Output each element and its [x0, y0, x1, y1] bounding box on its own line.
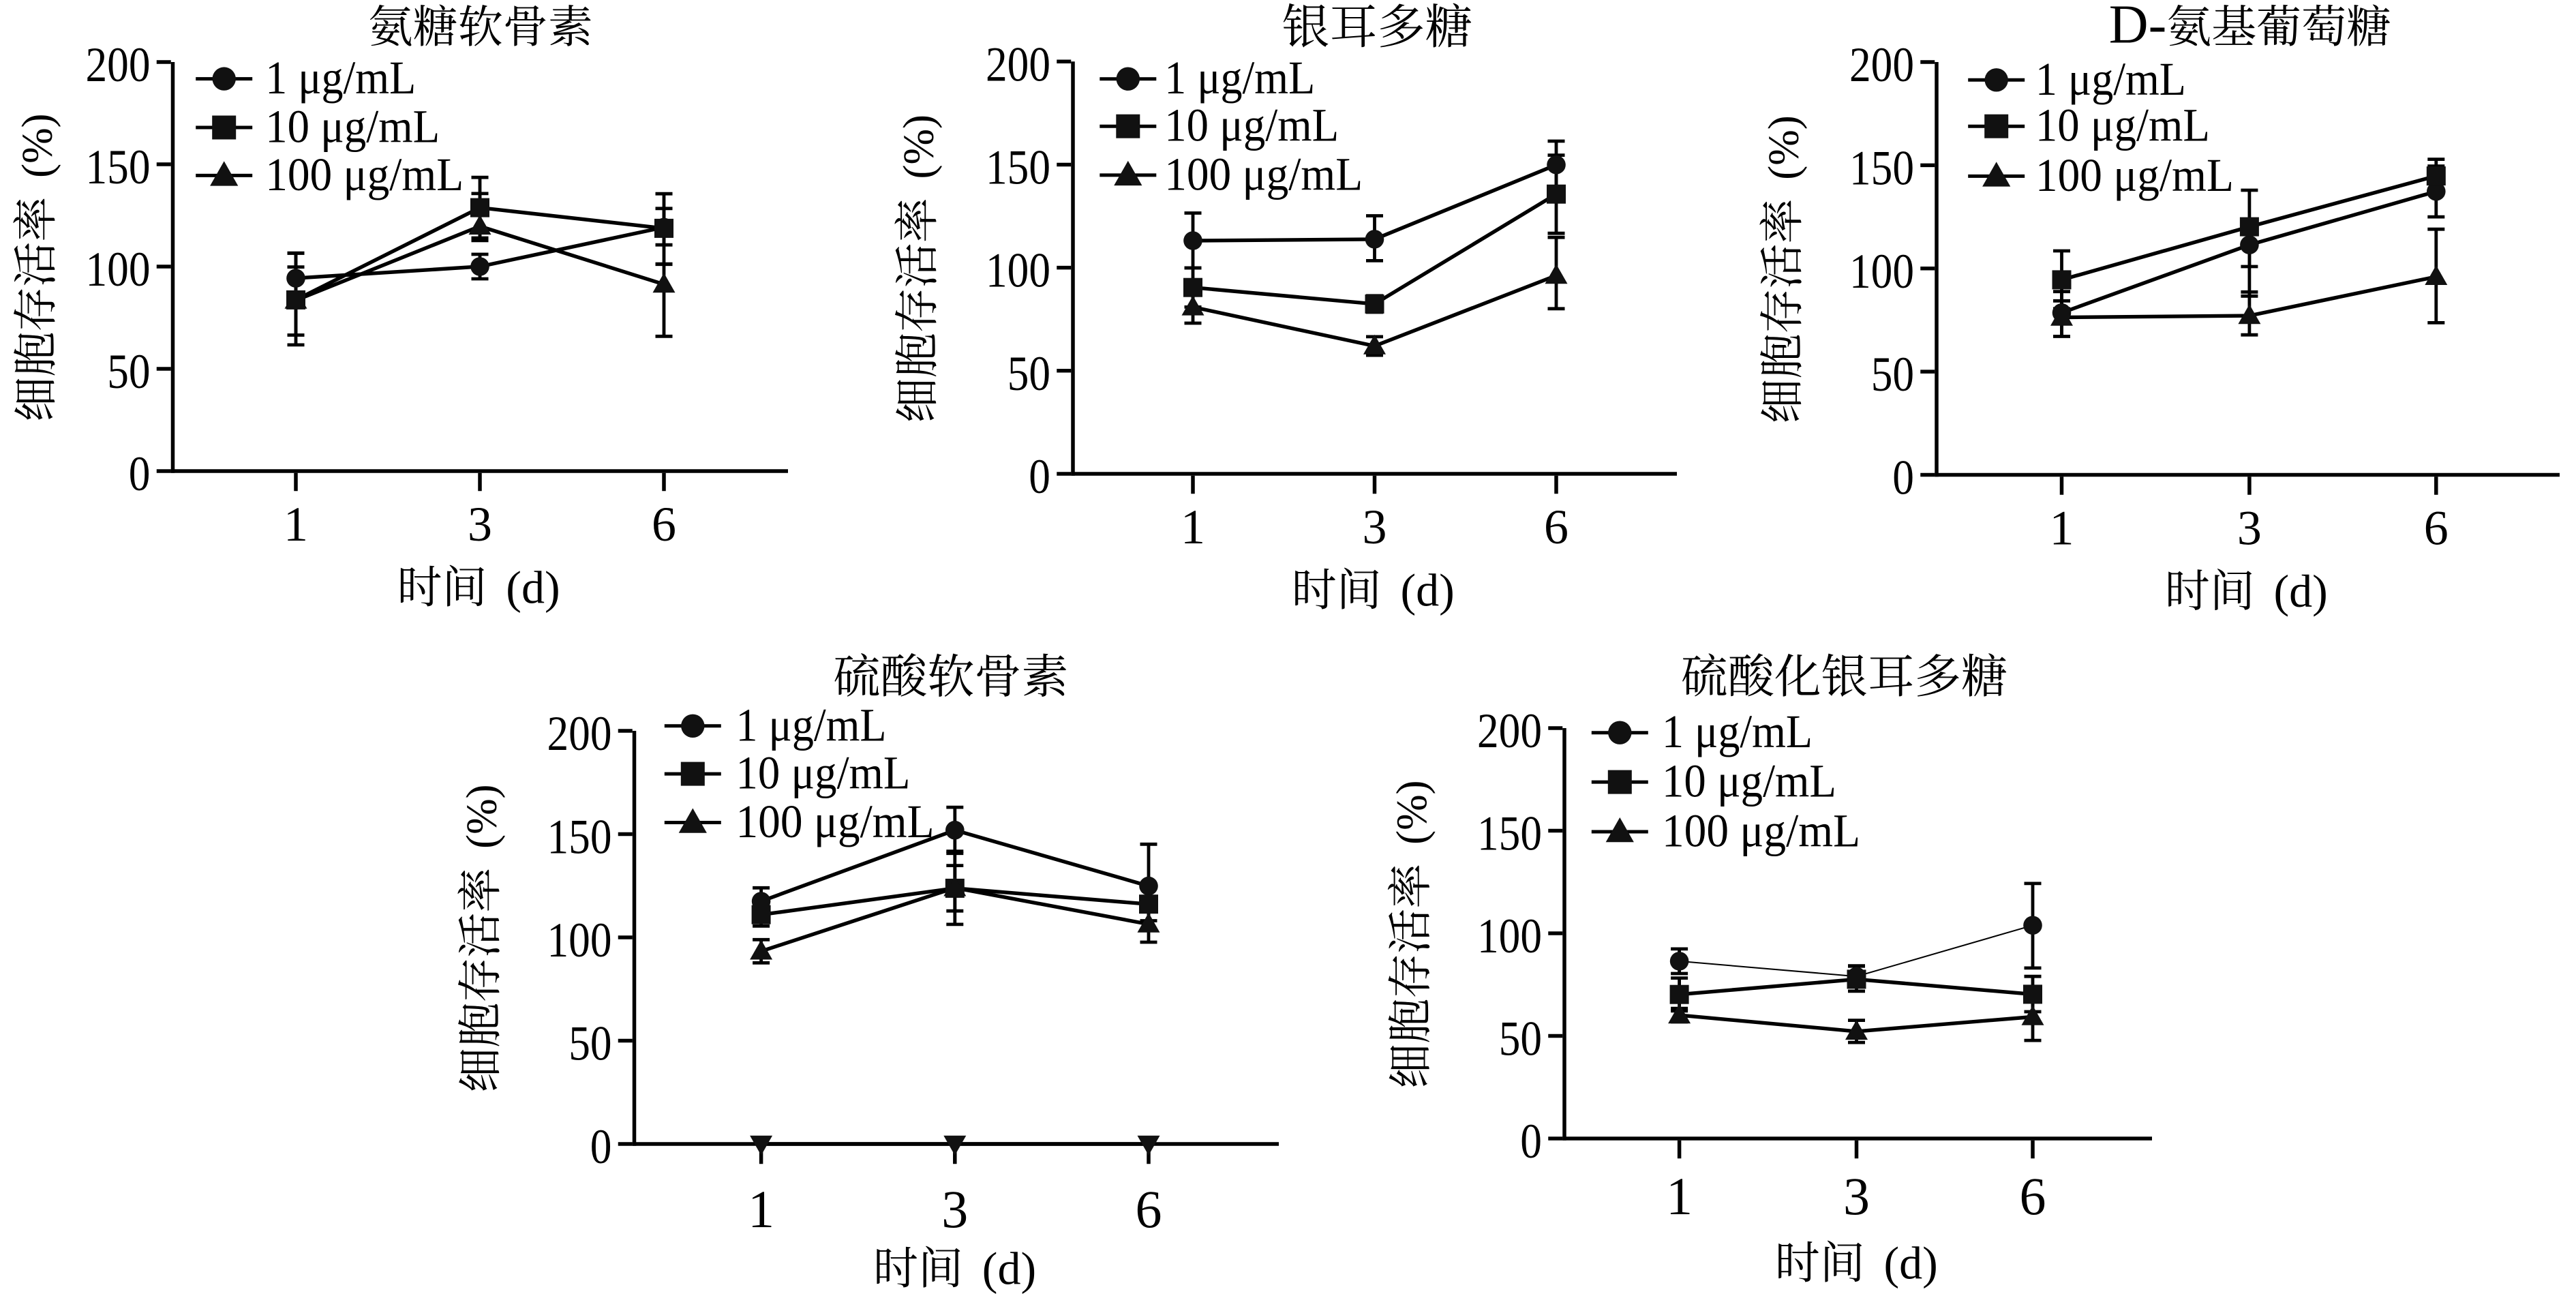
svg-text:200: 200 — [547, 706, 612, 761]
svg-text:10 μg/mL: 10 μg/mL — [2035, 100, 2210, 151]
svg-text:100: 100 — [1477, 909, 1542, 963]
svg-text:(%): (%) — [894, 115, 942, 179]
svg-text:200: 200 — [986, 37, 1050, 91]
svg-text:6: 6 — [652, 497, 676, 552]
svg-text:100 μg/mL: 100 μg/mL — [1164, 148, 1363, 200]
svg-text:0: 0 — [129, 447, 151, 501]
svg-text:3: 3 — [2237, 501, 2262, 556]
svg-text:10 μg/mL: 10 μg/mL — [736, 747, 911, 799]
svg-text:(d): (d) — [1884, 1237, 1938, 1289]
svg-text:200: 200 — [1477, 704, 1542, 758]
svg-text:D-: D- — [2109, 0, 2166, 55]
svg-text:150: 150 — [1477, 807, 1542, 861]
svg-text:100: 100 — [986, 243, 1050, 298]
svg-text:100 μg/mL: 100 μg/mL — [1662, 805, 1860, 857]
svg-text:1: 1 — [2050, 501, 2074, 556]
svg-text:3: 3 — [1843, 1166, 1870, 1226]
svg-text:1: 1 — [1181, 500, 1205, 554]
svg-text:(d): (d) — [982, 1242, 1036, 1294]
svg-text:1: 1 — [284, 497, 308, 552]
svg-text:3: 3 — [1363, 500, 1387, 554]
svg-text:100: 100 — [86, 242, 151, 297]
svg-text:6: 6 — [1544, 500, 1569, 554]
svg-text:(d): (d) — [1401, 564, 1455, 616]
svg-text:0: 0 — [1029, 449, 1050, 504]
svg-text:(d): (d) — [506, 561, 560, 613]
svg-text:(%): (%) — [457, 784, 505, 848]
svg-text:100 μg/mL: 100 μg/mL — [265, 149, 464, 200]
svg-text:100 μg/mL: 100 μg/mL — [736, 796, 935, 847]
svg-text:1 μg/mL: 1 μg/mL — [1662, 706, 1813, 757]
svg-text:150: 150 — [86, 140, 151, 194]
svg-text:150: 150 — [547, 810, 612, 864]
svg-text:(%): (%) — [1388, 780, 1436, 844]
svg-text:150: 150 — [1849, 140, 1914, 195]
svg-text:1 μg/mL: 1 μg/mL — [2035, 53, 2186, 105]
svg-text:50: 50 — [569, 1016, 611, 1071]
svg-text:0: 0 — [1520, 1114, 1542, 1169]
svg-text:(%): (%) — [1759, 115, 1807, 179]
svg-text:50: 50 — [107, 344, 150, 399]
svg-text:150: 150 — [986, 140, 1050, 195]
svg-text:50: 50 — [1499, 1012, 1542, 1066]
svg-text:3: 3 — [941, 1179, 968, 1239]
svg-text:(%): (%) — [13, 113, 61, 177]
svg-text:6: 6 — [2424, 501, 2449, 556]
svg-text:10 μg/mL: 10 μg/mL — [265, 101, 440, 153]
svg-text:6: 6 — [1136, 1179, 1162, 1239]
svg-text:200: 200 — [86, 37, 151, 92]
svg-text:6: 6 — [2020, 1166, 2046, 1226]
svg-text:1: 1 — [748, 1179, 774, 1239]
svg-text:50: 50 — [1871, 347, 1914, 402]
svg-text:100: 100 — [547, 913, 612, 967]
svg-text:1: 1 — [1666, 1166, 1693, 1226]
svg-text:1 μg/mL: 1 μg/mL — [1164, 52, 1315, 104]
svg-text:0: 0 — [1892, 451, 1914, 505]
svg-text:200: 200 — [1849, 37, 1914, 92]
svg-text:50: 50 — [1007, 346, 1050, 401]
svg-text:100 μg/mL: 100 μg/mL — [2035, 149, 2234, 201]
svg-text:0: 0 — [590, 1119, 612, 1174]
svg-text:100: 100 — [1849, 244, 1914, 299]
svg-text:10 μg/mL: 10 μg/mL — [1662, 755, 1836, 807]
svg-text:1 μg/mL: 1 μg/mL — [265, 52, 416, 104]
svg-text:1 μg/mL: 1 μg/mL — [736, 699, 887, 751]
svg-text:(d): (d) — [2274, 565, 2328, 617]
svg-text:3: 3 — [468, 497, 492, 552]
svg-text:10 μg/mL: 10 μg/mL — [1164, 100, 1339, 151]
